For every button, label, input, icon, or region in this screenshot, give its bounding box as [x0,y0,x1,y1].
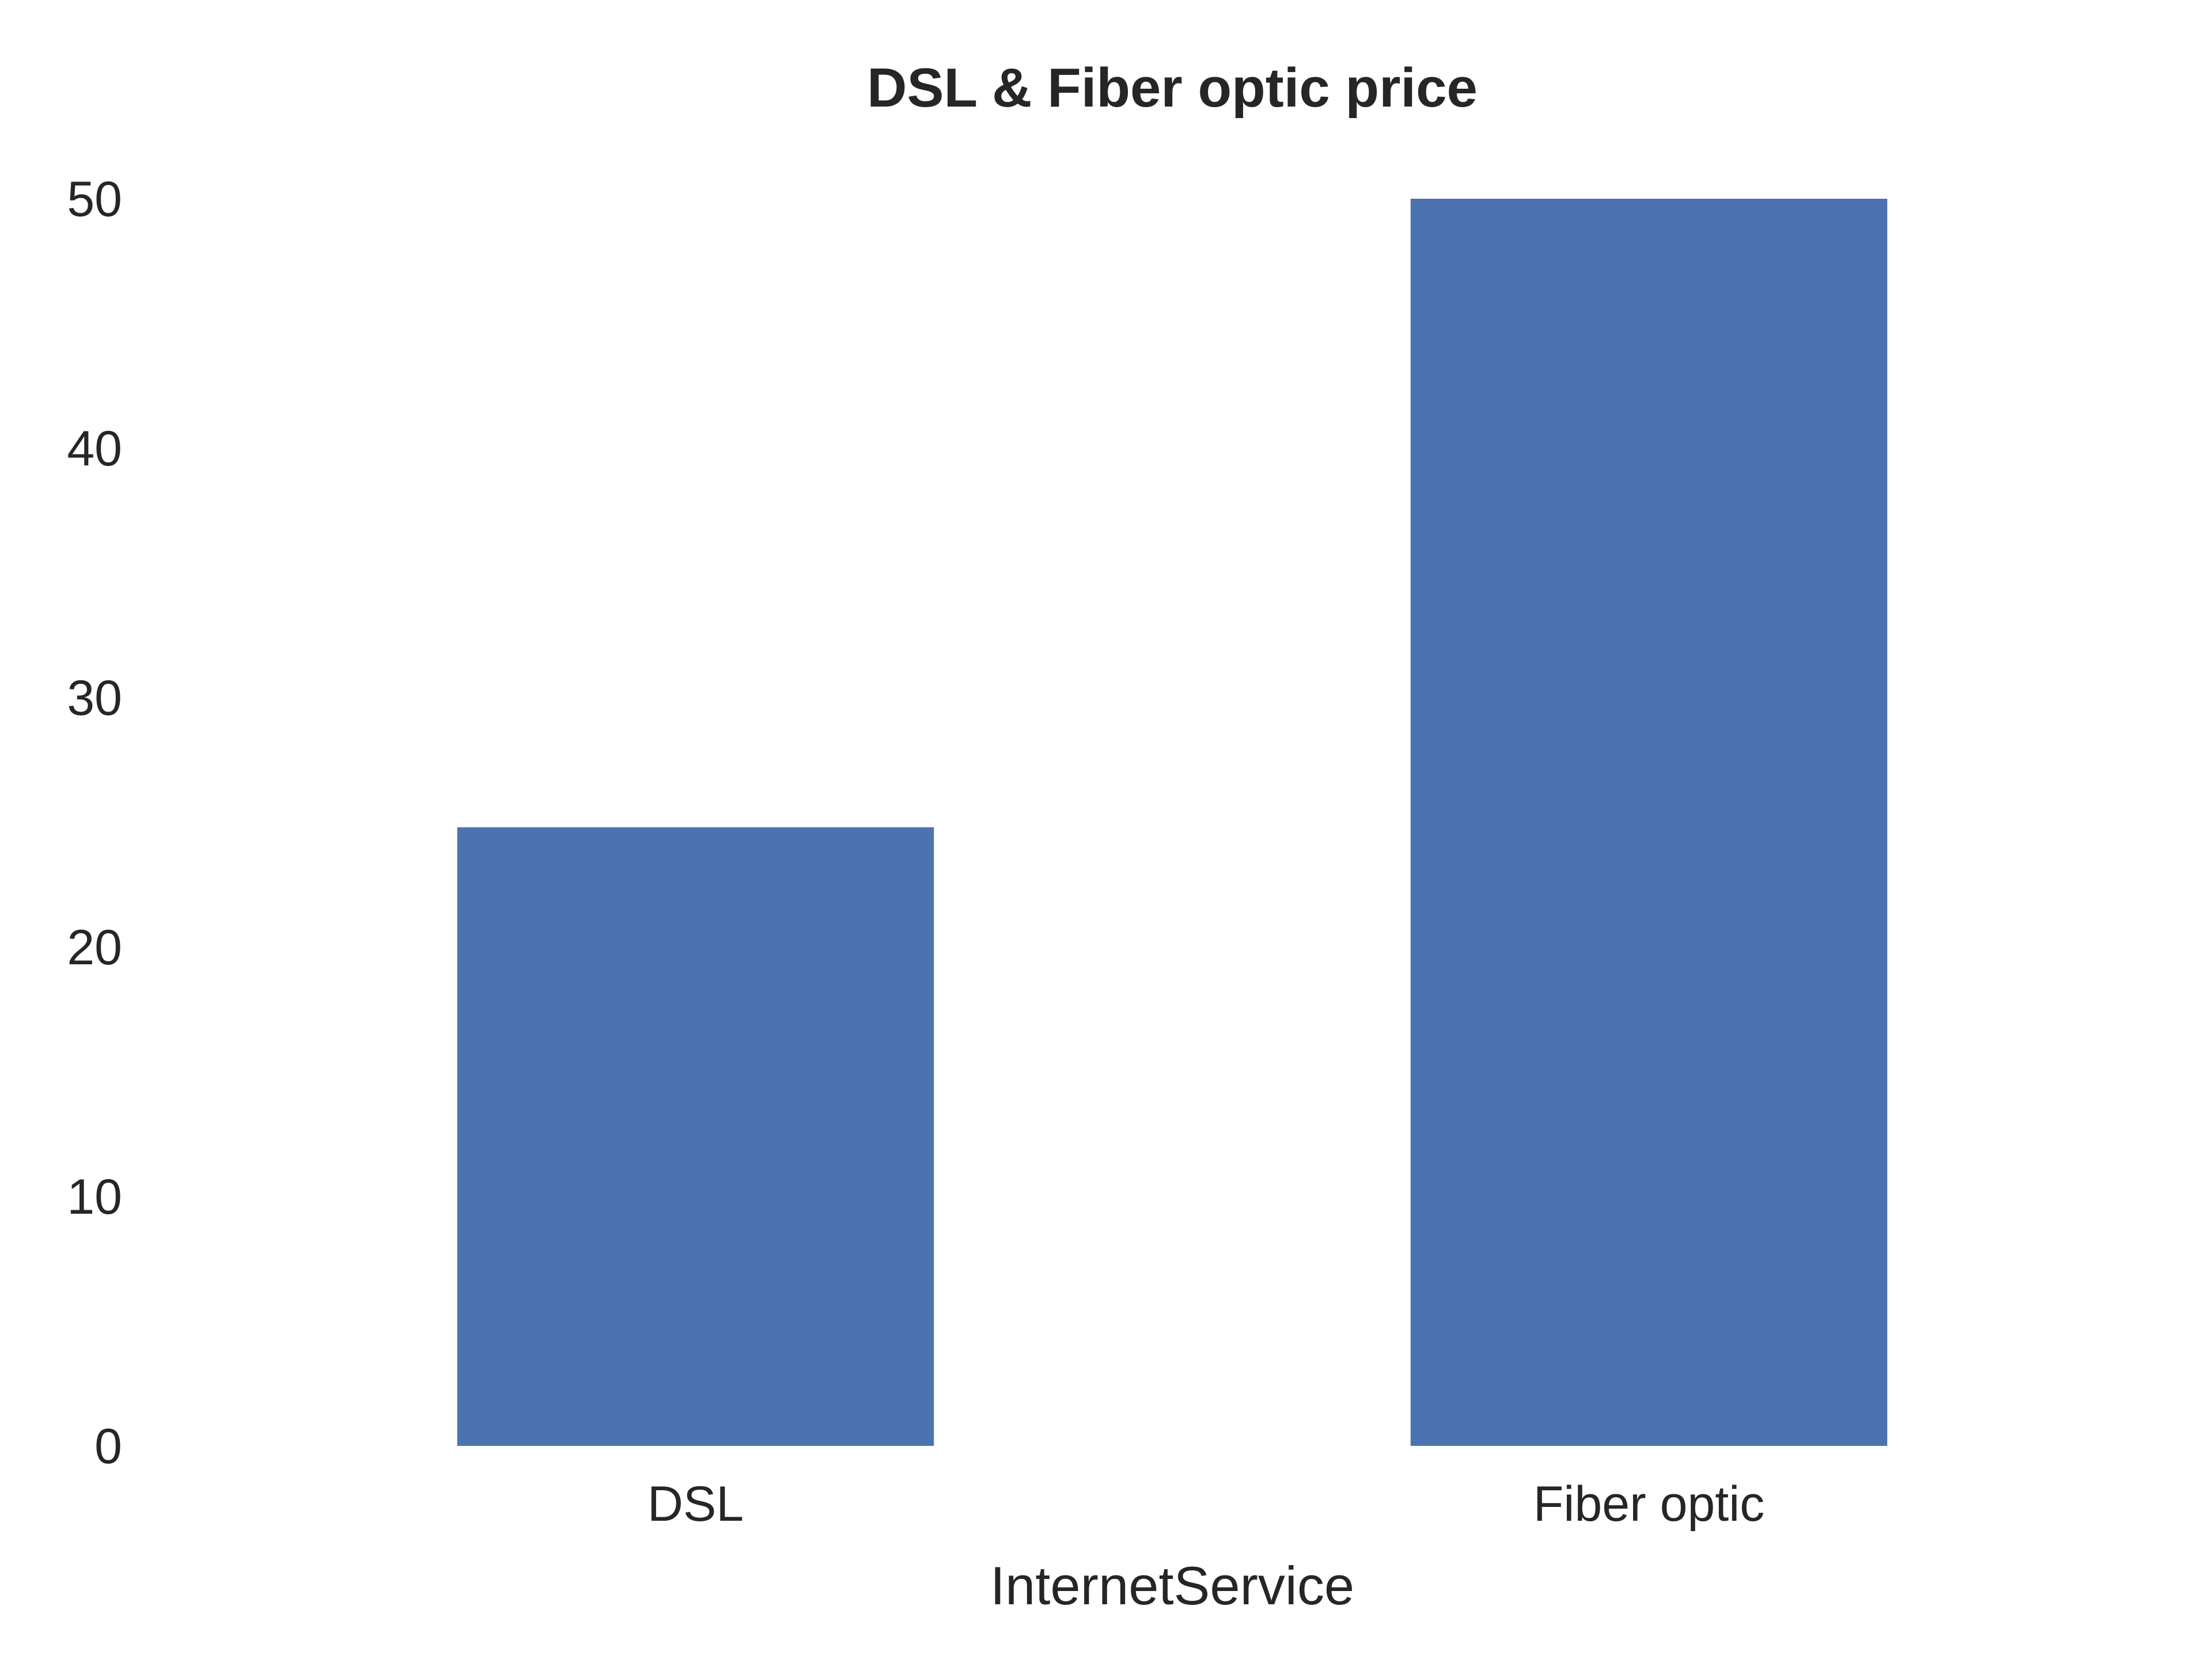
x-axis-label: InternetService [990,1555,1354,1616]
x-tick-label: Fiber optic [1533,1476,1765,1532]
chart-title: DSL & Fiber optic price [867,57,1478,119]
y-axis-ticks: 0 10 20 30 40 50 [67,172,122,1474]
x-tick-label: DSL [647,1476,744,1532]
y-tick-label: 30 [67,671,122,726]
y-tick-label: 0 [94,1419,122,1474]
y-tick-label: 50 [67,172,122,227]
plot-area [457,199,1888,1446]
x-axis-ticks: DSL Fiber optic [647,1476,1764,1532]
y-tick-label: 40 [67,421,122,476]
bar-dsl [457,827,934,1446]
y-tick-label: 20 [67,920,122,975]
bar-fiber-optic [1411,199,1888,1446]
y-tick-label: 10 [67,1169,122,1225]
